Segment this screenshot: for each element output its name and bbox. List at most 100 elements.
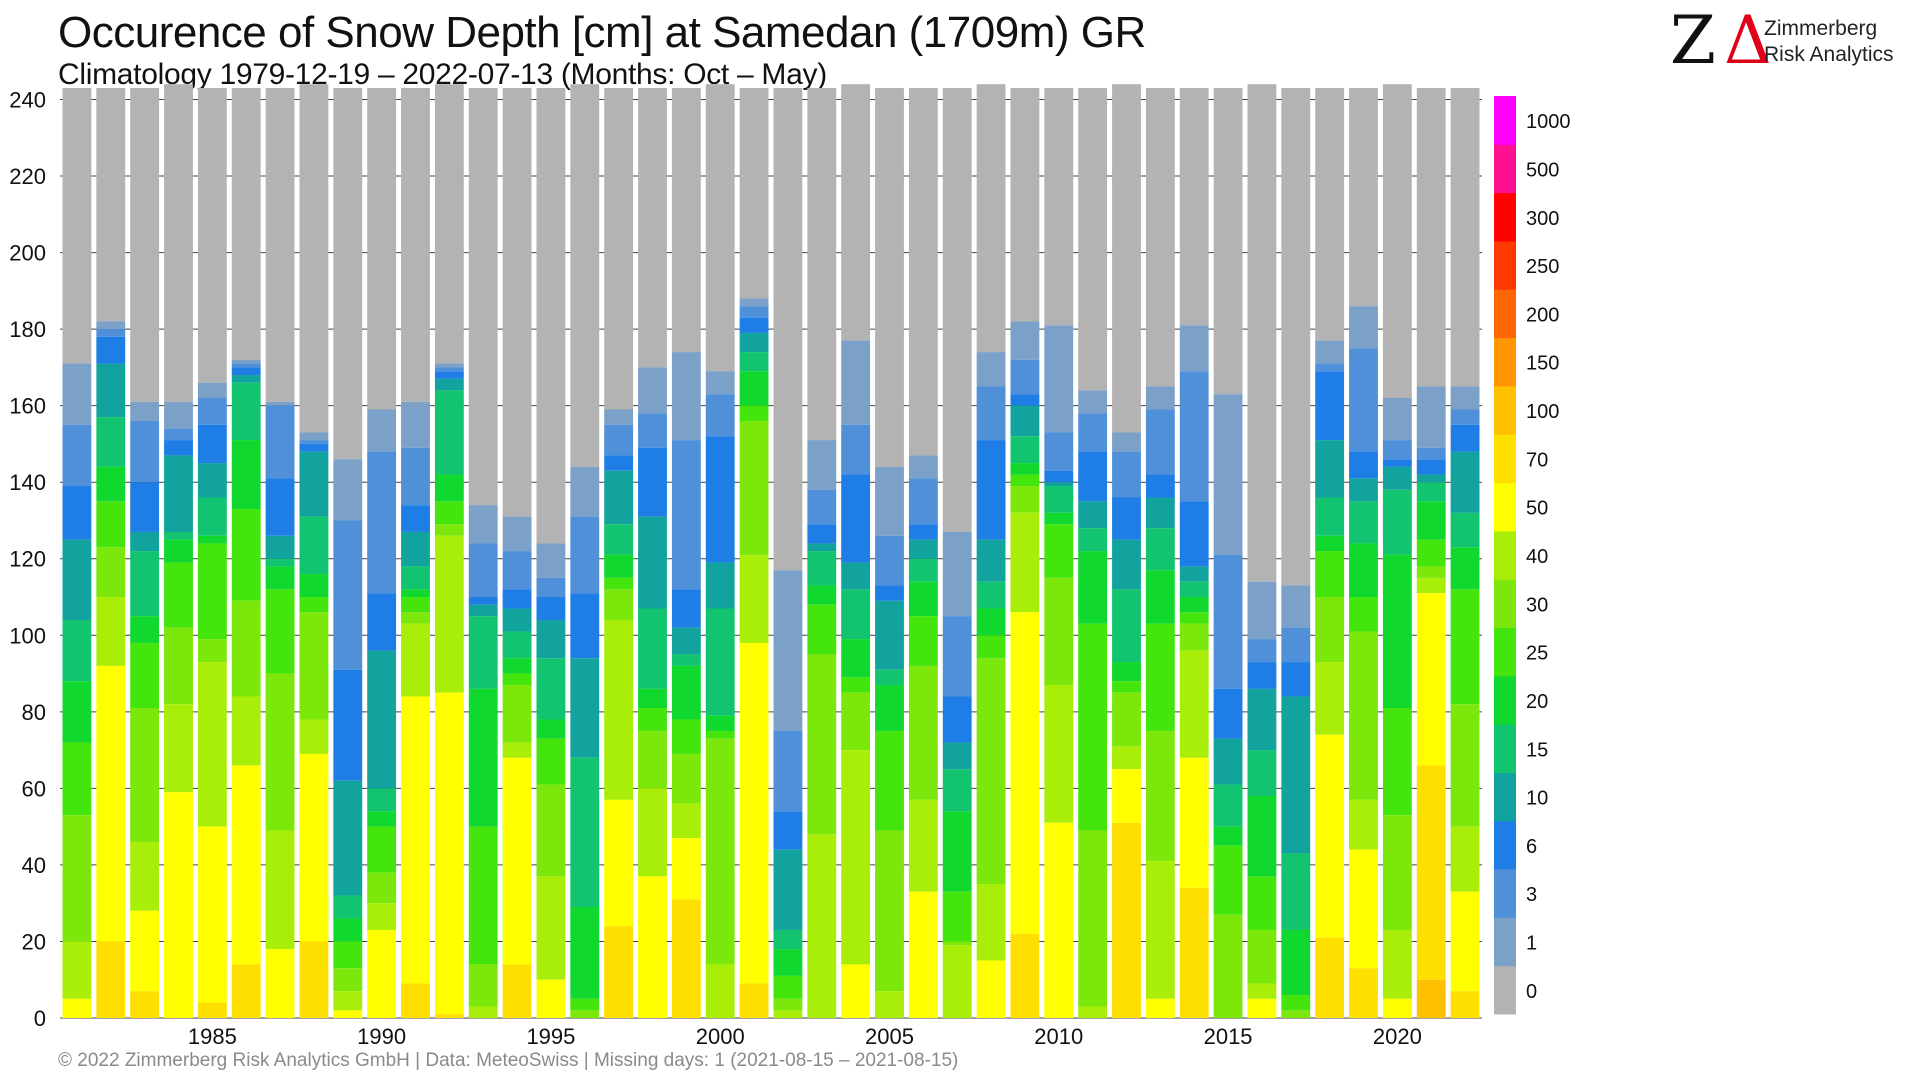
bar-segment-2011-class-20 [1078, 551, 1108, 624]
bar-segment-1994-class-20 [502, 658, 532, 674]
bar-segment-1992-class-3 [434, 367, 464, 372]
bar-segment-1991-class-25 [401, 597, 430, 613]
bar-segment-2000-class-0 [705, 84, 735, 372]
bar-segment-2005-class-3 [875, 535, 904, 586]
legend-swatch-30 [1494, 579, 1516, 628]
y-tick-label: 240 [9, 87, 46, 112]
season-bar-1994 [502, 88, 532, 1018]
bar-segment-2013-class-40 [1145, 861, 1175, 999]
bar-segment-2005-class-1 [875, 466, 904, 536]
bar-segment-2011-class-30 [1078, 830, 1108, 1007]
bar-segment-2005-class-10 [875, 600, 904, 670]
bar-segment-2003-class-3 [807, 489, 837, 525]
bar-segment-2020-class-40 [1382, 929, 1412, 999]
bar-segment-2006-class-30 [908, 665, 938, 800]
season-bar-1993 [468, 88, 498, 1018]
bar-segment-2008-class-15 [976, 581, 1006, 609]
bar-segment-2003-class-40 [807, 834, 837, 1018]
bar-segment-2018-class-25 [1315, 551, 1345, 598]
legend-label: 30 [1526, 594, 1548, 616]
bar-segment-2018-class-0 [1315, 88, 1345, 341]
bar-segment-2018-class-15 [1315, 497, 1345, 536]
bar-segment-2006-class-25 [908, 616, 938, 666]
y-tick-label: 180 [9, 317, 46, 342]
bar-segment-2010-class-40 [1044, 685, 1074, 823]
bar-segment-2022-class-6 [1450, 424, 1480, 452]
bar-segment-2020-class-3 [1382, 440, 1412, 460]
legend-swatch-250 [1494, 240, 1516, 290]
bar-segment-1982-class-25 [96, 501, 126, 548]
gridlines [60, 98, 1482, 1019]
bar-segment-1994-class-15 [502, 631, 532, 659]
bar-segment-1992-class-30 [434, 524, 464, 536]
bar-segment-2021-class-3 [1416, 447, 1446, 460]
bar-segment-1984-class-50 [164, 792, 193, 1018]
bar-segment-1986-class-20 [231, 440, 261, 509]
bar-segment-1990-class-50 [367, 929, 397, 1018]
bar-segment-1995-class-10 [536, 619, 566, 659]
bar-segment-1981-class-3 [62, 424, 92, 487]
x-tick-label: 2005 [865, 1024, 914, 1049]
bar-segment-1992-class-10 [434, 378, 464, 391]
bar-segment-2007-class-6 [942, 696, 972, 743]
x-tick-label: 1985 [188, 1024, 237, 1049]
bar-segment-1996-class-10 [570, 658, 600, 758]
bar-segment-2006-class-20 [908, 581, 938, 617]
bar-segment-1995-class-1 [536, 543, 566, 578]
season-bar-2012 [1112, 84, 1141, 1018]
bar-segment-1994-class-40 [502, 742, 532, 758]
bar-segment-2022-class-3 [1450, 409, 1480, 425]
season-bar-2013 [1145, 88, 1175, 1018]
bar-segment-1989-class-40 [333, 991, 363, 1011]
bar-segment-1991-class-3 [401, 447, 430, 506]
bar-segment-1984-class-40 [164, 704, 193, 793]
bar-segment-2017-class-3 [1281, 627, 1311, 663]
bar-segment-2007-class-0 [942, 88, 972, 532]
bar-segment-2020-class-20 [1382, 554, 1412, 708]
bar-segment-2017-class-6 [1281, 662, 1311, 697]
bar-segment-2008-class-0 [976, 84, 1006, 353]
bar-segment-2014-class-3 [1179, 371, 1209, 502]
bar-segment-1999-class-1 [671, 352, 701, 441]
legend-label: 500 [1526, 159, 1559, 181]
bar-segment-2019-class-15 [1349, 501, 1378, 544]
season-bar-2015 [1213, 88, 1243, 1018]
bar-segment-1982-class-40 [96, 597, 126, 666]
bar-segment-1981-class-30 [62, 815, 92, 942]
bar-segment-2016-class-50 [1247, 998, 1277, 1018]
bar-segment-1985-class-50 [197, 826, 227, 1003]
bar-segment-2022-class-1 [1450, 386, 1480, 410]
y-tick-label: 220 [9, 164, 46, 189]
bar-segment-2020-class-0 [1382, 84, 1412, 398]
bar-segment-2009-class-50 [1010, 612, 1040, 934]
bar-segment-1993-class-20 [468, 688, 498, 827]
bar-segment-1992-class-50 [434, 692, 464, 1015]
bar-segment-2004-class-15 [841, 589, 871, 640]
bar-segment-1989-class-0 [333, 88, 363, 460]
bar-segment-1997-class-50 [604, 799, 634, 927]
bar-segment-2016-class-40 [1247, 983, 1277, 999]
season-bar-1986 [231, 88, 261, 1018]
bar-segment-2008-class-1 [976, 352, 1006, 387]
bar-segment-1981-class-1 [62, 363, 92, 425]
bar-segment-1994-class-0 [502, 88, 532, 517]
bar-segment-1989-class-20 [333, 918, 363, 942]
bar-segment-2001-class-1 [739, 298, 769, 307]
bar-segment-2022-class-30 [1450, 704, 1480, 827]
season-bar-2017 [1281, 88, 1311, 1018]
bar-segment-2020-class-30 [1382, 815, 1412, 930]
bar-segment-2012-class-6 [1112, 497, 1141, 540]
bar-segment-2021-class-40 [1416, 577, 1446, 594]
y-axis: 0 20 40 60 80 100 120 140 160 180 200 220 240 [9, 87, 46, 1031]
bar-segment-1988-class-30 [299, 612, 329, 720]
bar-segment-2002-class-25 [773, 975, 803, 999]
bar-segment-2007-class-10 [942, 742, 972, 770]
bar-segment-2008-class-30 [976, 658, 1006, 885]
legend-swatch-1 [1494, 917, 1516, 967]
bar-segment-1985-class-3 [197, 398, 227, 425]
bar-segment-1998-class-0 [638, 88, 667, 368]
bar-segment-2004-class-50 [841, 964, 871, 1018]
bar-segment-2009-class-15 [1010, 436, 1040, 464]
season-bar-1988 [299, 84, 329, 1018]
bar-segment-1999-class-25 [671, 719, 701, 754]
